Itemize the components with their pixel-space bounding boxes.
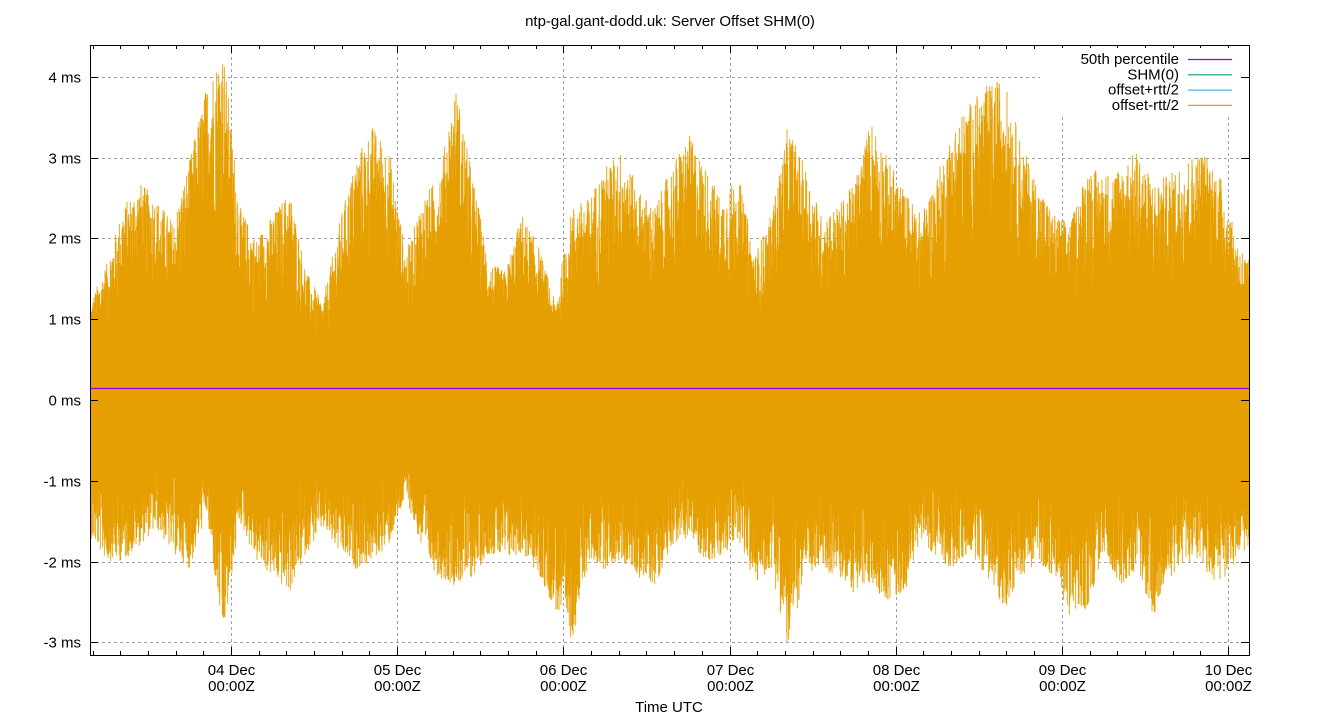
legend-label: SHM(0) xyxy=(1127,66,1179,83)
x-tick-label-date: 10 Dec xyxy=(1205,662,1253,679)
y-tick-label: 0 ms xyxy=(48,393,81,410)
x-tick-label-date: 06 Dec xyxy=(540,662,588,679)
legend-label: offset-rtt/2 xyxy=(1112,97,1179,114)
y-tick-label: 1 ms xyxy=(48,312,81,329)
x-tick-label-time: 00:00Z xyxy=(873,678,920,695)
x-tick-label-time: 00:00Z xyxy=(374,678,421,695)
offset-rtt-2-spikes xyxy=(90,64,1250,642)
legend-label: offset+rtt/2 xyxy=(1108,82,1179,99)
x-tick-label-time: 00:00Z xyxy=(1205,678,1252,695)
chart-title: ntp-gal.gant-dodd.uk: Server Offset SHM(… xyxy=(525,13,815,30)
x-tick-label-date: 09 Dec xyxy=(1039,662,1087,679)
offset-rtt-2-series xyxy=(90,64,1250,642)
y-tick-label: 2 ms xyxy=(48,231,81,248)
y-axis-labels: 4 ms 3 ms 2 ms 1 ms 0 ms -1 ms -2 ms -3 ms xyxy=(44,70,82,652)
y-tick-label: -2 ms xyxy=(44,555,82,572)
x-tick-label-date: 05 Dec xyxy=(374,662,422,679)
x-tick-label-date: 04 Dec xyxy=(208,662,256,679)
x-tick-label-time: 00:00Z xyxy=(707,678,754,695)
axis-ticks xyxy=(90,45,1249,655)
x-tick-label-date: 08 Dec xyxy=(873,662,921,679)
x-axis-title: Time UTC xyxy=(635,699,703,716)
x-tick-label-time: 00:00Z xyxy=(540,678,587,695)
legend: 50th percentileSHM(0)offset+rtt/2offset-… xyxy=(1040,48,1240,114)
plot-frame xyxy=(90,45,1250,656)
y-tick-label: 3 ms xyxy=(48,151,81,168)
x-tick-label-date: 07 Dec xyxy=(707,662,755,679)
x-tick-label-time: 00:00Z xyxy=(1039,678,1086,695)
x-tick-label-time: 00:00Z xyxy=(208,678,255,695)
y-tick-label: -1 ms xyxy=(44,474,82,491)
y-tick-label: -3 ms xyxy=(44,635,82,652)
legend-label: 50th percentile xyxy=(1081,51,1179,68)
y-tick-label: 4 ms xyxy=(48,70,81,87)
